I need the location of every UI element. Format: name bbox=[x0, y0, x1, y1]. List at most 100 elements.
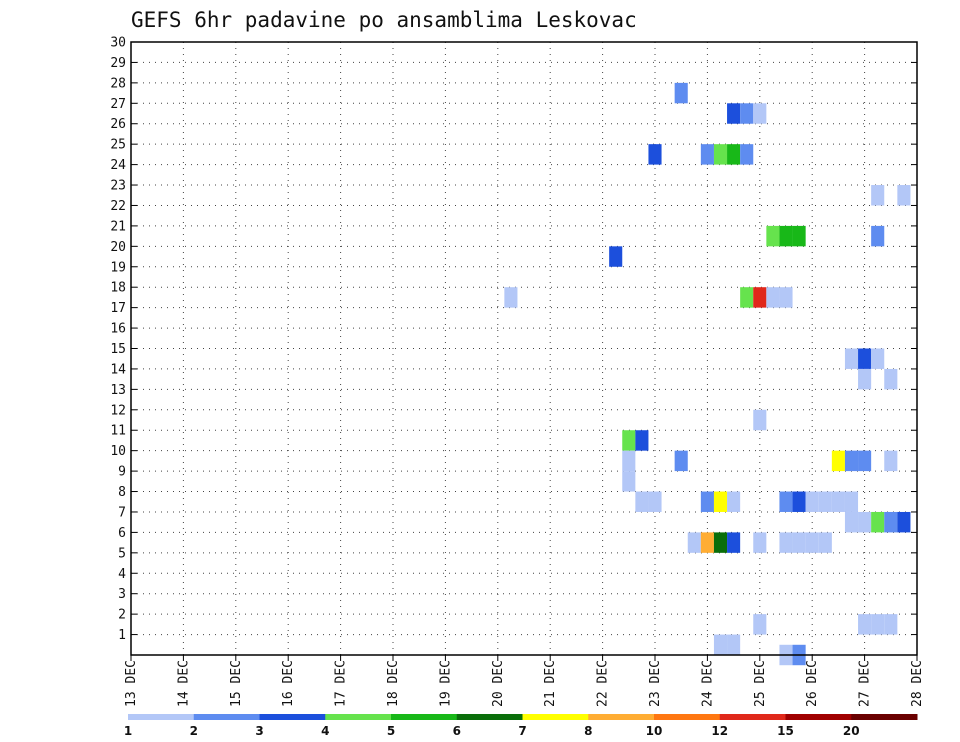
x-tick-label: 26 DEC bbox=[805, 660, 820, 707]
colorbar-segment bbox=[193, 714, 260, 720]
x-tick-label: 23 DEC bbox=[648, 660, 663, 707]
precip-cell bbox=[713, 491, 728, 512]
precip-cell bbox=[884, 450, 898, 472]
y-tick-label: 1 bbox=[118, 628, 126, 643]
colorbar-label: 20 bbox=[843, 724, 860, 738]
y-tick-label: 21 bbox=[110, 219, 126, 234]
precip-cell bbox=[897, 185, 911, 206]
precip-cell bbox=[700, 144, 714, 165]
precip-cell bbox=[635, 430, 649, 451]
y-tick-label: 4 bbox=[118, 567, 126, 582]
precip-cell bbox=[727, 103, 741, 124]
precip-cell bbox=[674, 450, 688, 472]
colorbar-label: 7 bbox=[518, 724, 526, 738]
precip-cell bbox=[858, 450, 872, 472]
precip-cell bbox=[648, 144, 662, 165]
precip-cell bbox=[871, 511, 885, 533]
y-tick-label: 16 bbox=[110, 322, 126, 337]
colorbar-label: 6 bbox=[453, 724, 461, 738]
y-tick-label: 24 bbox=[110, 158, 126, 173]
precip-cell bbox=[740, 103, 754, 124]
precip-cell bbox=[648, 491, 662, 512]
colorbar-label: 1 bbox=[124, 724, 132, 738]
y-tick-label: 9 bbox=[118, 465, 126, 480]
colorbar-segment bbox=[325, 714, 392, 720]
precip-cell bbox=[844, 511, 859, 533]
precip-cell bbox=[805, 491, 819, 512]
precip-cell bbox=[871, 348, 885, 369]
y-tick-label: 18 bbox=[110, 281, 126, 296]
x-tick-label: 22 DEC bbox=[596, 660, 611, 707]
precip-cell bbox=[858, 511, 872, 533]
y-tick-label: 25 bbox=[110, 138, 126, 153]
x-tick-label: 16 DEC bbox=[281, 660, 296, 707]
x-axis-ticks: 13 DEC 14 DEC 15 DEC 16 DEC 17 DEC 18 DEC 19 D… bbox=[124, 655, 925, 707]
y-tick-label: 10 bbox=[110, 444, 126, 459]
y-tick-label: 28 bbox=[110, 76, 126, 91]
y-tick-label: 6 bbox=[118, 526, 126, 541]
plot-frame bbox=[130, 41, 918, 656]
y-axis-ticks: 1234567891011121314151617181920212223242… bbox=[110, 36, 917, 643]
precip-cell bbox=[753, 287, 767, 308]
precip-cell bbox=[753, 409, 767, 431]
y-tick-label: 11 bbox=[110, 424, 126, 439]
precip-cell bbox=[753, 614, 767, 635]
precip-cell bbox=[844, 491, 859, 512]
x-tick-label: 13 DEC bbox=[124, 660, 139, 707]
colorbar-segment bbox=[391, 714, 458, 720]
x-tick-label: 24 DEC bbox=[700, 660, 715, 707]
x-tick-label: 14 DEC bbox=[176, 660, 191, 707]
precip-cell bbox=[779, 287, 793, 308]
precip-cell bbox=[792, 225, 806, 247]
colorbar-label: 15 bbox=[777, 724, 794, 738]
precip-cell bbox=[622, 430, 636, 451]
y-tick-label: 17 bbox=[110, 301, 126, 316]
precip-cell bbox=[753, 532, 767, 553]
precip-cell bbox=[700, 491, 714, 512]
colorbar-segment bbox=[654, 714, 721, 720]
precip-cell bbox=[831, 450, 845, 472]
y-tick-label: 2 bbox=[118, 608, 126, 623]
precip-cell bbox=[779, 491, 793, 512]
x-tick-label: 20 DEC bbox=[491, 660, 506, 707]
precip-cell bbox=[871, 185, 885, 206]
colorbar-segment bbox=[128, 714, 195, 720]
y-tick-label: 7 bbox=[118, 505, 126, 520]
colorbar-label: 12 bbox=[711, 724, 728, 738]
precip-cell bbox=[727, 532, 741, 553]
y-tick-label: 12 bbox=[110, 403, 126, 418]
x-tick-label: 18 DEC bbox=[386, 660, 401, 707]
colorbar-label: 10 bbox=[646, 724, 663, 738]
precip-cell bbox=[779, 225, 793, 247]
colorbar-label: 8 bbox=[584, 724, 592, 738]
precip-cell bbox=[609, 246, 623, 267]
y-tick-label: 5 bbox=[118, 546, 126, 561]
x-tick-label: 25 DEC bbox=[753, 660, 768, 707]
colorbar-segment bbox=[259, 714, 326, 720]
y-tick-label: 29 bbox=[110, 56, 126, 71]
y-tick-label: 8 bbox=[118, 485, 126, 500]
x-tick-label: 15 DEC bbox=[229, 660, 244, 707]
precip-cell bbox=[858, 368, 872, 390]
y-tick-label: 13 bbox=[110, 383, 126, 398]
colorbar-segment bbox=[456, 714, 523, 720]
precip-cell bbox=[713, 144, 728, 165]
precip-cell bbox=[766, 287, 780, 308]
x-tick-label: 21 DEC bbox=[543, 660, 558, 707]
precip-cell bbox=[504, 287, 518, 308]
colorbar-segment bbox=[522, 714, 589, 720]
colorbar-segment bbox=[851, 714, 918, 720]
precip-cell bbox=[884, 614, 898, 635]
precip-cell bbox=[727, 634, 741, 655]
chart-title: GEFS 6hr padavine po ansamblima Leskovac bbox=[131, 8, 637, 32]
precip-cell bbox=[779, 532, 793, 553]
precip-cell bbox=[844, 348, 859, 369]
precip-cell bbox=[635, 491, 649, 512]
precip-cell bbox=[792, 491, 806, 512]
y-tick-label: 15 bbox=[110, 342, 126, 357]
y-tick-label: 19 bbox=[110, 260, 126, 275]
precip-cell bbox=[753, 103, 767, 124]
precip-cell bbox=[858, 614, 872, 635]
colorbar-label: 3 bbox=[255, 724, 263, 738]
precip-cell bbox=[766, 225, 780, 247]
